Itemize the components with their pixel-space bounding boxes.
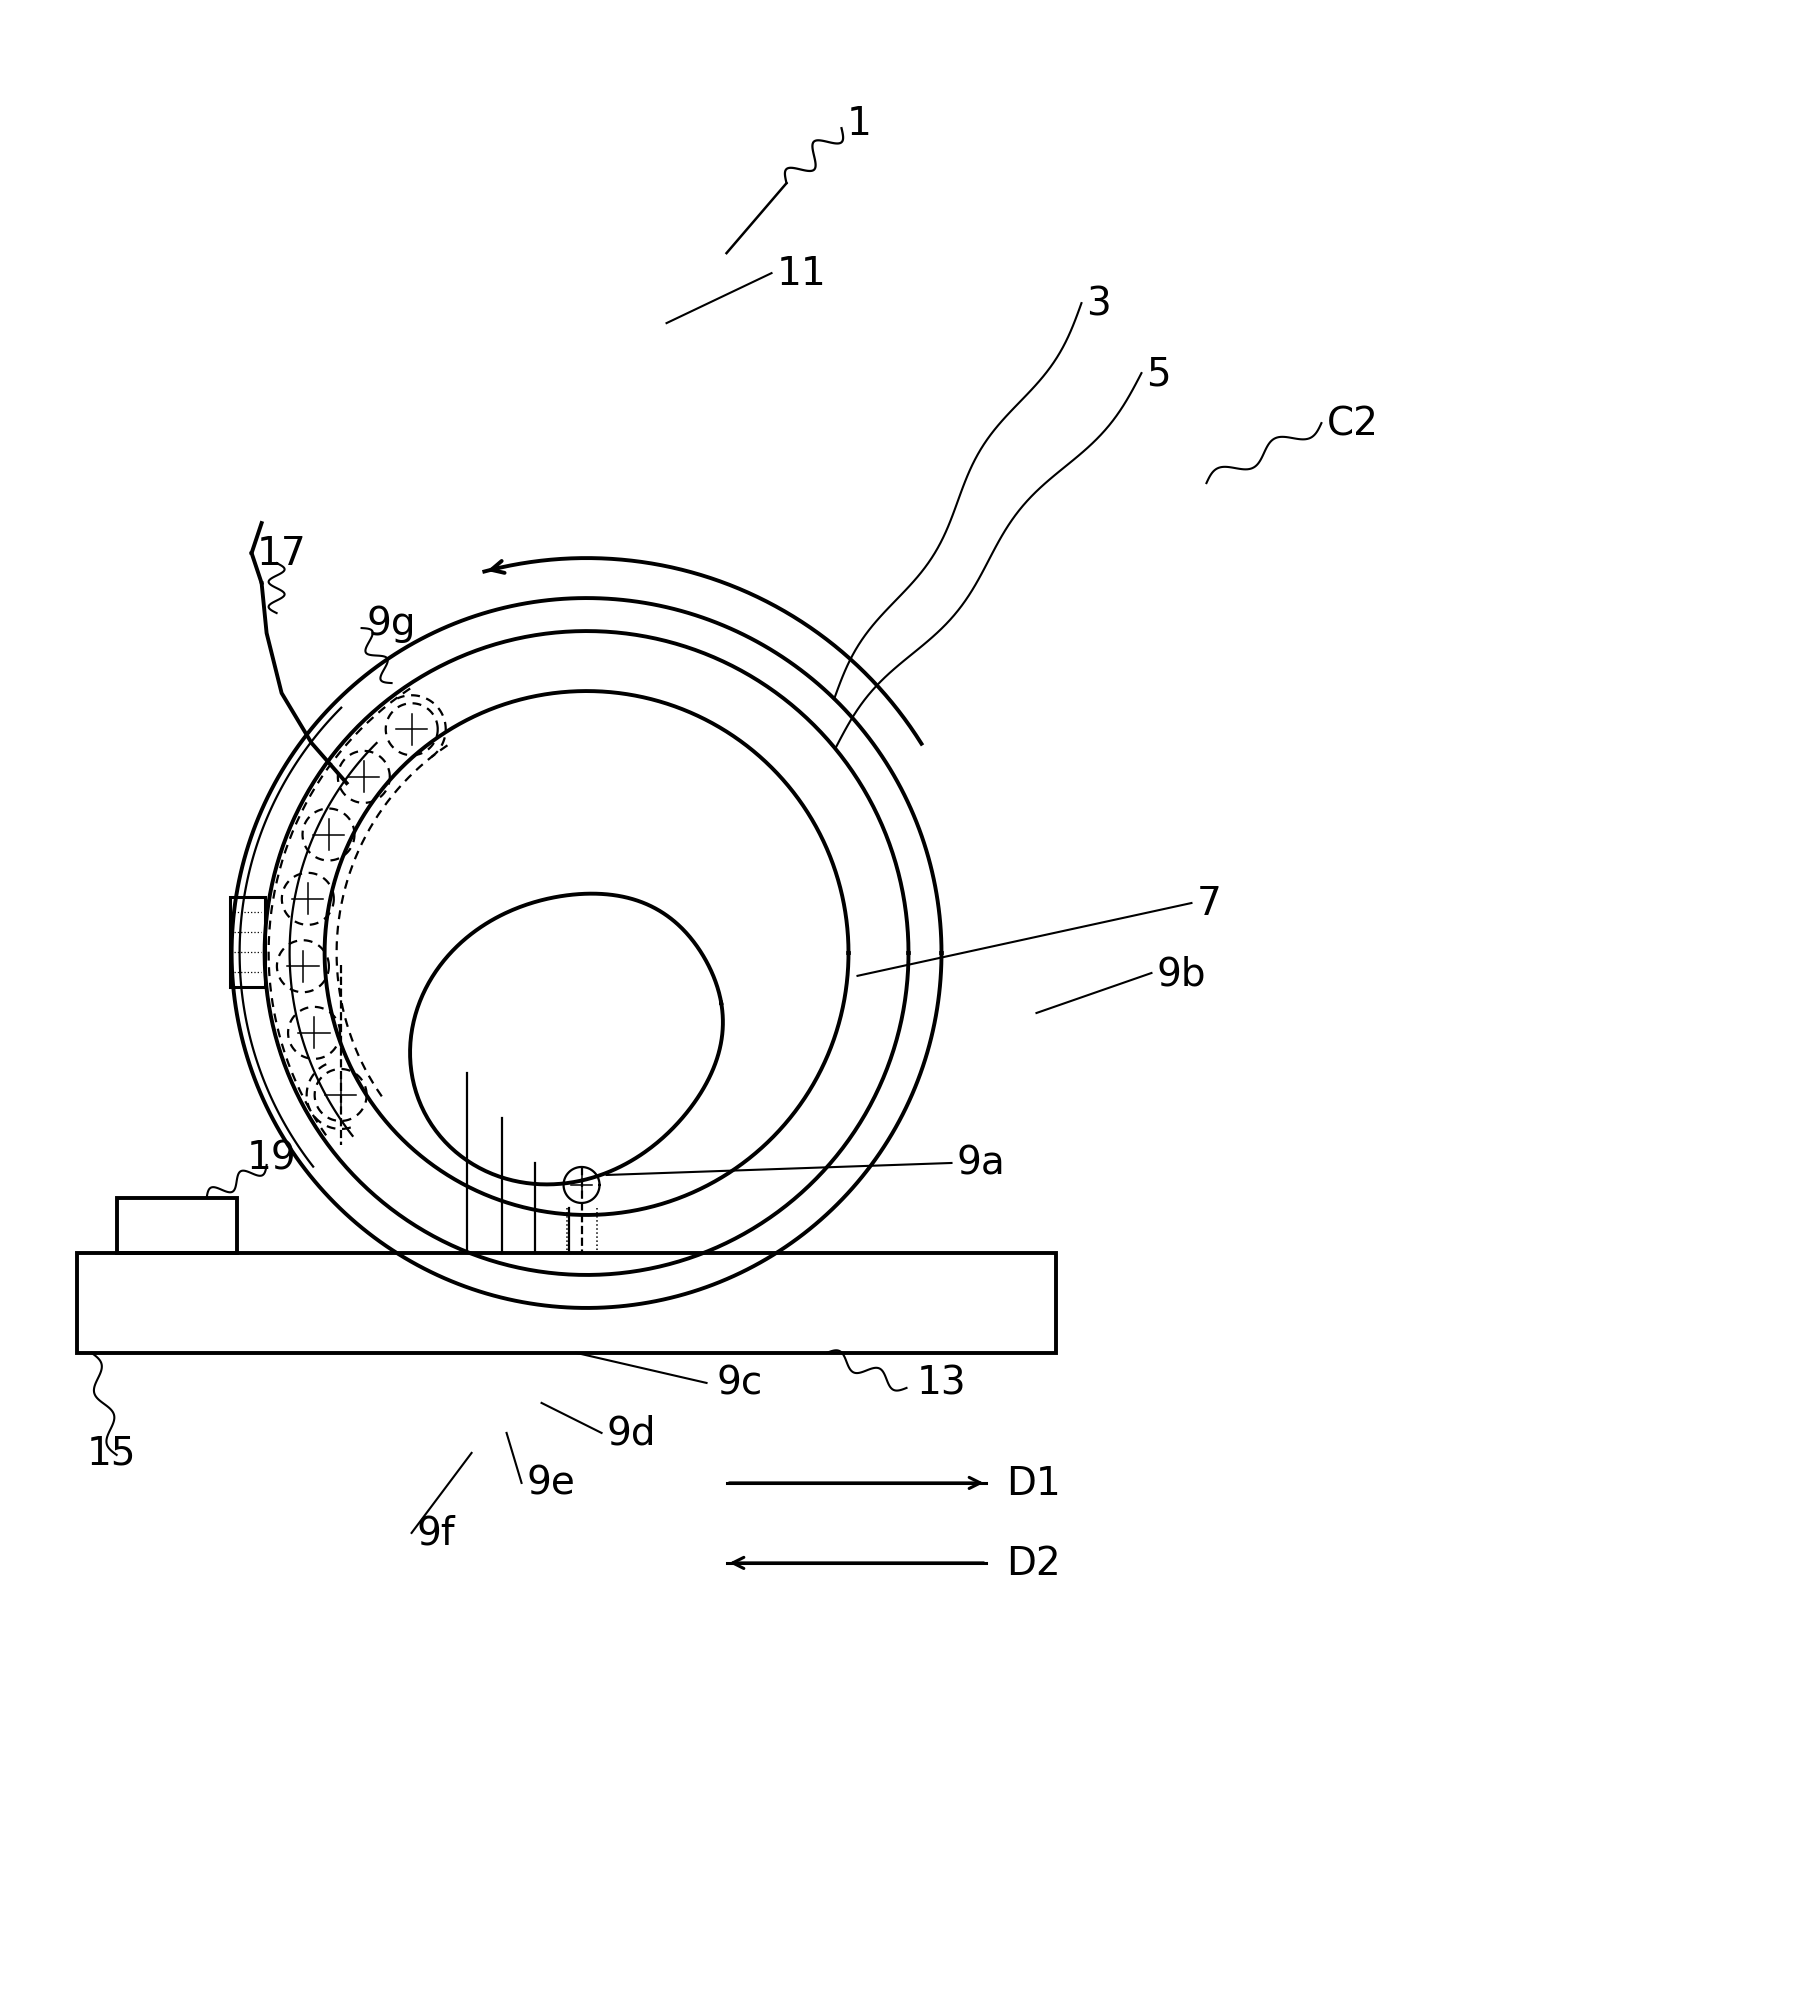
Text: 9f: 9f: [417, 1513, 455, 1551]
Text: C2: C2: [1327, 405, 1378, 444]
Text: 9e: 9e: [526, 1465, 575, 1501]
Text: 1: 1: [847, 104, 872, 142]
Text: 9g: 9g: [366, 604, 417, 642]
Text: 17: 17: [257, 534, 306, 572]
Text: 9d: 9d: [607, 1415, 656, 1453]
Text: 19: 19: [247, 1140, 296, 1178]
Text: 13: 13: [917, 1365, 966, 1403]
Text: 9c: 9c: [716, 1365, 763, 1403]
Text: 5: 5: [1146, 355, 1171, 393]
Text: D2: D2: [1006, 1543, 1061, 1582]
Text: 15: 15: [87, 1435, 136, 1473]
Bar: [230, 897, 265, 987]
Bar: [116, 1198, 238, 1252]
Bar: [76, 1252, 1057, 1353]
Text: 9a: 9a: [957, 1144, 1004, 1182]
Text: 11: 11: [776, 255, 827, 293]
Text: D1: D1: [1006, 1465, 1061, 1501]
Text: 7: 7: [1197, 885, 1222, 923]
Text: 3: 3: [1086, 285, 1111, 323]
Text: 9b: 9b: [1157, 955, 1206, 993]
